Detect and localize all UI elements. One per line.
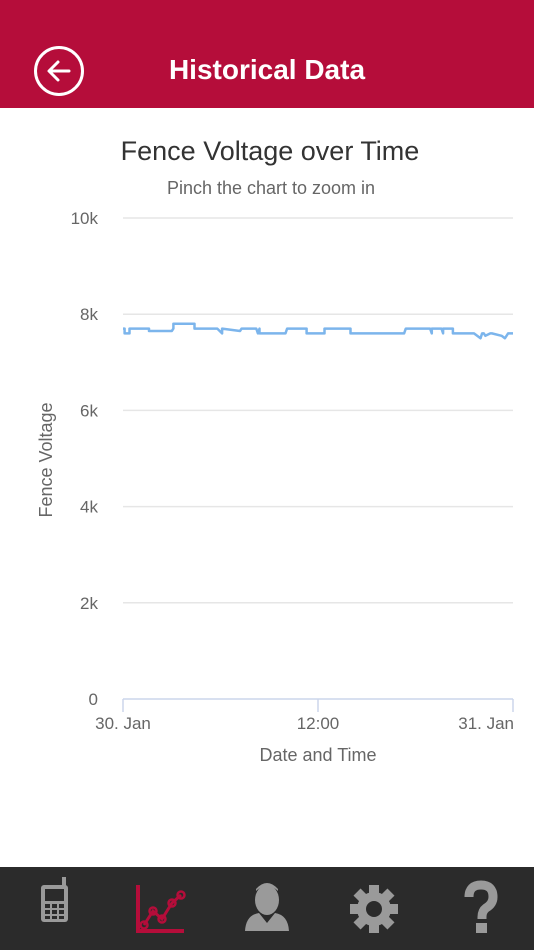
- mobile-phone-icon: [41, 877, 68, 922]
- x-tick-label: 12:00: [297, 714, 340, 733]
- x-tick-label: 31. Jan: [458, 714, 514, 733]
- gear-icon: [350, 885, 398, 933]
- gear-tooth: [369, 885, 379, 897]
- chart-subtitle: Pinch the chart to zoom in: [167, 178, 375, 198]
- header-bar: Historical Data: [0, 0, 534, 108]
- back-button[interactable]: [34, 46, 84, 96]
- tab-devices[interactable]: [0, 867, 106, 950]
- user-icon: [245, 883, 289, 931]
- series-line[interactable]: [123, 322, 513, 340]
- y-tick-label: 0: [89, 690, 98, 709]
- tab-history[interactable]: [106, 867, 212, 950]
- voltage-chart[interactable]: Fence Voltage over Time Pinch the chart …: [0, 108, 534, 867]
- line-chart-icon: [136, 885, 186, 933]
- y-tick-label: 4k: [80, 498, 98, 517]
- question-mark-icon: [464, 880, 498, 933]
- tab-help[interactable]: [424, 867, 530, 950]
- x-tick-label: 30. Jan: [95, 714, 151, 733]
- page-title: Historical Data: [168, 54, 366, 85]
- bottom-tab-bar: [0, 867, 534, 950]
- chart-grid: [123, 217, 513, 604]
- x-axis-label: Date and Time: [259, 745, 376, 765]
- gear-tooth: [369, 921, 379, 933]
- y-tick-label: 6k: [80, 401, 98, 420]
- tab-account[interactable]: [212, 867, 318, 950]
- tab-settings[interactable]: [318, 867, 424, 950]
- y-tick-label: 8k: [80, 305, 98, 324]
- chart-title: Fence Voltage over Time: [121, 136, 420, 166]
- x-axis: 30. Jan 12:00 31. Jan: [95, 698, 514, 733]
- y-axis-label: Fence Voltage: [36, 402, 56, 517]
- y-tick-label: 10k: [71, 209, 99, 228]
- chart-series: [123, 322, 513, 340]
- y-tick-label: 2k: [80, 594, 98, 613]
- y-axis-ticks: 0 2k 4k 6k 8k 10k: [71, 209, 99, 709]
- back-arrow-icon: [47, 60, 71, 82]
- chart-container[interactable]: Fence Voltage over Time Pinch the chart …: [0, 108, 534, 867]
